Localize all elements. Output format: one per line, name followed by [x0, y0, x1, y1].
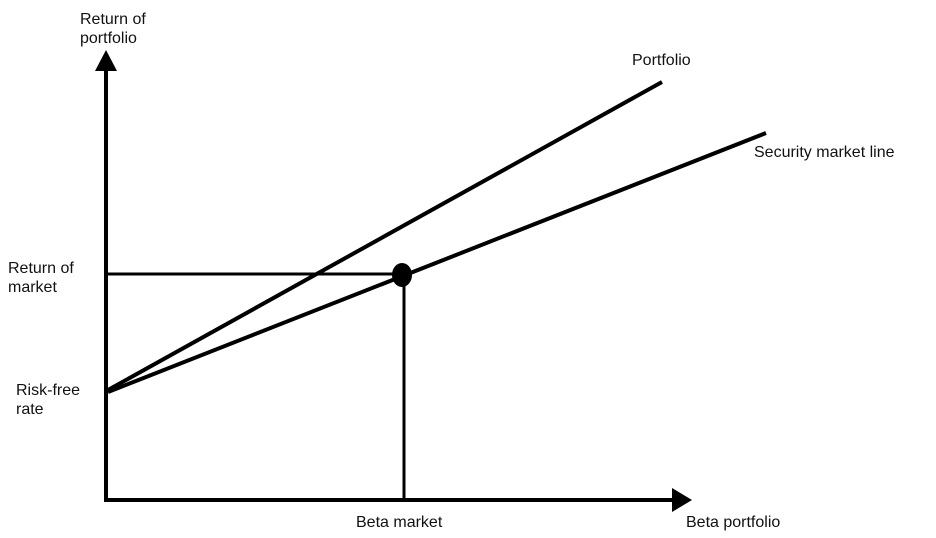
y-axis-label: Return of portfolio	[80, 10, 146, 48]
x-axis-arrowhead	[672, 488, 692, 512]
y-axis-arrowhead	[95, 50, 117, 71]
security-market-line-label: Security market line	[754, 144, 895, 161]
y-axis-label-line-2: portfolio	[80, 30, 137, 47]
risk-free-rate-label: Risk-free rate	[16, 381, 80, 419]
x-axis-label: Beta portfolio	[686, 514, 781, 531]
risk-free-rate-label-line-2: rate	[16, 401, 44, 418]
y-axis-label-line-1: Return of	[80, 11, 146, 28]
return-of-market-label-line-2: market	[8, 279, 57, 296]
portfolio-line-label: Portfolio	[632, 52, 691, 69]
return-of-market-label: Return of market	[8, 259, 74, 297]
beta-market-label: Beta market	[356, 514, 443, 531]
portfolio-line	[107, 80, 663, 392]
risk-free-rate-label-line-1: Risk-free	[16, 382, 81, 399]
return-of-market-label-line-1: Return of	[8, 260, 74, 277]
security-market-line	[107, 131, 767, 394]
market-point	[392, 263, 412, 287]
